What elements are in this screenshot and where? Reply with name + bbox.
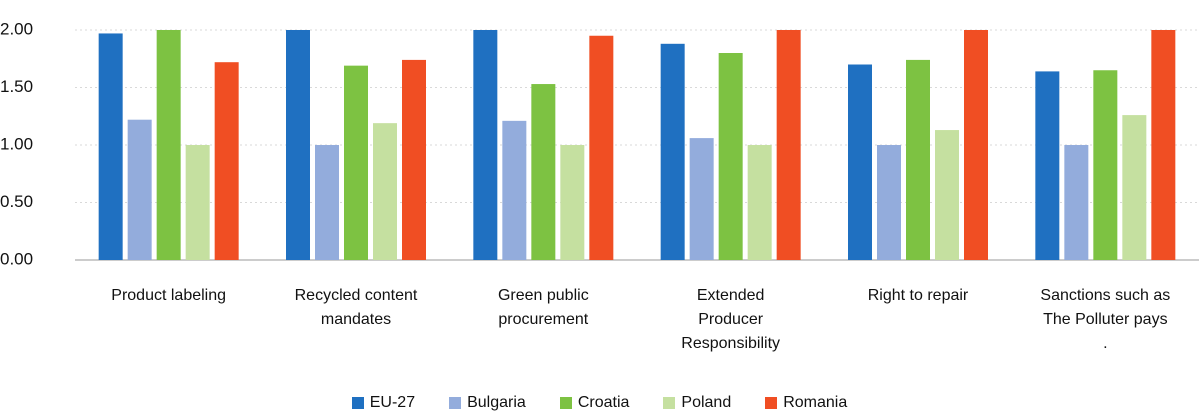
legend-swatch xyxy=(765,397,778,409)
chart: 0.00 0.50 1.00 1.50 2.00 xyxy=(0,19,1199,268)
bar xyxy=(373,123,397,261)
bar xyxy=(315,145,339,260)
bar xyxy=(689,138,714,260)
bar xyxy=(560,145,585,260)
bar xyxy=(776,30,801,260)
bar xyxy=(185,145,210,260)
legend-swatch xyxy=(449,397,462,409)
legend-item: Romania xyxy=(765,394,847,412)
y-tick-label: 2.00 xyxy=(0,19,33,38)
bar xyxy=(906,59,930,261)
y-tick-label: 0.50 xyxy=(0,192,33,211)
bar xyxy=(402,59,426,261)
bar xyxy=(589,35,614,260)
bar xyxy=(531,84,556,260)
bar xyxy=(1151,30,1176,260)
x-tick-label: Green public procurement xyxy=(497,287,589,328)
bar xyxy=(502,120,527,260)
bar xyxy=(1035,71,1060,261)
bar xyxy=(747,145,772,260)
legend-swatch xyxy=(559,397,572,409)
x-tick-label: Right to repair xyxy=(867,287,969,304)
y-tick-label: 1.50 xyxy=(0,77,33,96)
legend-label: Croatia xyxy=(577,394,630,411)
bar xyxy=(1093,70,1118,260)
bar xyxy=(1064,145,1089,260)
x-tick-label: Sanctions such as The Polluter pays . xyxy=(1040,287,1171,352)
y-tick-label: 1.00 xyxy=(0,134,33,153)
legend-swatch xyxy=(663,397,676,409)
y-tick-label: 0.00 xyxy=(0,249,33,268)
bar xyxy=(660,43,685,260)
bar xyxy=(214,62,239,261)
x-tick-label: Product labeling xyxy=(111,287,227,304)
legend-label: EU-27 xyxy=(369,394,416,411)
legend-swatch xyxy=(351,397,364,409)
bar xyxy=(156,30,181,260)
bar xyxy=(286,30,310,260)
legend-label: Romania xyxy=(783,394,848,411)
x-tick-label: Extended Producer Responsibility xyxy=(681,287,781,352)
legend-item: Poland xyxy=(663,394,731,412)
bar xyxy=(935,130,959,260)
bar xyxy=(877,145,901,260)
bar xyxy=(127,119,152,260)
legend-item: Bulgaria xyxy=(449,394,526,412)
legend-label: Poland xyxy=(681,394,732,411)
legend-item: Croatia xyxy=(559,394,630,412)
bar xyxy=(848,64,872,260)
legend-label: Bulgaria xyxy=(467,394,526,411)
bar xyxy=(344,65,368,261)
bar xyxy=(473,30,498,260)
x-tick-label: Recycled content mandates xyxy=(294,287,418,328)
legend: EU-27 Bulgaria Croatia Poland Romania xyxy=(0,394,1199,412)
bar xyxy=(98,33,123,261)
legend-item: EU-27 xyxy=(351,394,416,412)
bar xyxy=(964,30,988,260)
bar xyxy=(718,53,743,260)
bar xyxy=(1122,115,1147,260)
